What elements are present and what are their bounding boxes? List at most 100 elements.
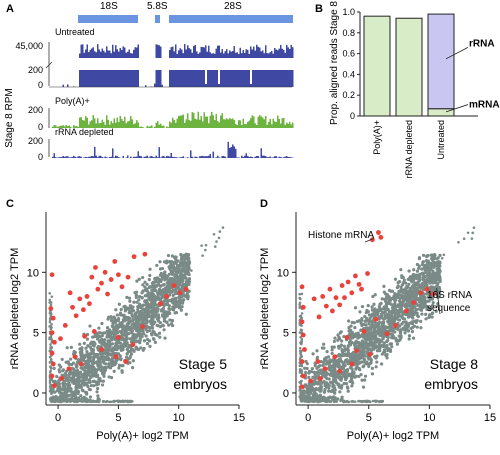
coverage-bar [157,157,159,158]
scatter-point [386,314,390,318]
scatter-point [398,302,403,306]
coverage-bar [278,48,280,58]
scatter-point [140,335,144,339]
coverage-bar [247,70,249,87]
scatter-point [341,352,345,357]
scatter-point [343,360,347,364]
scatter-point [125,352,129,356]
scatter-point [94,374,98,378]
scatter-point [98,355,103,359]
scatter-point [148,267,152,271]
coverage-bar [287,70,289,87]
scatter-point [141,303,146,307]
scatter-point [300,324,303,327]
highlighted-point [411,300,417,305]
coverage-bar [83,52,85,58]
scatter-point [167,323,171,327]
scatter-point [75,364,79,368]
scatter-point [123,344,127,348]
coverage-bar [194,45,196,58]
coverage-bar [232,70,234,87]
scatter-point [354,362,358,366]
coverage-bar [178,116,180,128]
coverage-bar [262,50,264,58]
coverage-bar [259,115,261,128]
scatter-point [393,330,397,334]
coverage-bar [245,124,247,128]
coverage-bar [82,44,84,58]
coverage-bar [269,118,271,128]
scatter-point [305,390,309,394]
scatter-point [337,335,341,340]
scatter-point [370,308,374,312]
coverage-bar [100,155,102,158]
coverage-bar [151,125,153,128]
coverage-bar [155,122,157,128]
scatter-point [148,304,152,308]
coverage-bar [175,44,177,58]
coverage-bar [101,70,103,87]
coverage-bar [229,118,231,128]
scatter-point [138,341,142,345]
scatter-point [130,400,134,403]
highlighted-point [93,265,98,270]
scatter-point [50,322,53,326]
scatter-point [402,328,406,332]
coverage-bar [104,52,106,58]
scatter-point [159,298,163,302]
scatter-point [307,371,311,375]
coverage-bar [86,117,88,128]
scatter-point [103,343,107,347]
scatter-point [48,381,52,385]
scatter-point [111,349,115,353]
coverage-bar [62,155,64,158]
scatter-point [163,278,167,282]
scatter-point [137,277,141,281]
scatter-point [154,298,158,302]
coverage-bar [217,70,219,87]
scatter-point [418,297,422,301]
coverage-bar [247,121,249,128]
scatter-point [112,399,116,403]
coverage-bar [76,126,78,128]
coverage-bar [86,44,88,58]
scatter-point [366,304,370,308]
coverage-bar [278,156,280,158]
coverage-bar [85,116,87,128]
coverage-bar [181,49,183,58]
scatter-point [171,288,175,292]
scatter-point [428,280,432,284]
coverage-bar [275,156,277,158]
scatter-point [358,368,362,372]
scatter-point [340,366,344,371]
highlighted-point [337,302,343,308]
coverage-bar [251,156,253,158]
scatter-point [378,348,382,353]
scatter-point [364,323,368,327]
scatter-point [141,275,145,280]
scatter-point [380,362,384,366]
coverage-bar [191,156,193,158]
highlighted-point [73,313,79,319]
coverage-bar [292,47,294,58]
scatter-point [362,353,366,357]
scatter-point [362,341,366,345]
scatter-point [377,341,381,345]
panel-annotation-line1: Stage 8 [430,356,478,372]
coverage-bar [91,156,93,158]
scatter-point [427,315,431,319]
scatter-point [358,344,362,348]
scatter-point [162,328,166,332]
scatter-point [136,326,140,330]
coverage-bar [134,70,136,87]
coverage-bar [184,70,186,87]
scatter-point [143,280,147,284]
coverage-bar [151,156,153,158]
scatter-point [86,365,90,370]
highlighted-point [113,354,119,360]
scatter-point [72,381,76,386]
coverage-bar [271,124,273,128]
coverage-bar [260,51,262,58]
coverage-bar [224,119,226,128]
scatter-point [132,326,136,330]
